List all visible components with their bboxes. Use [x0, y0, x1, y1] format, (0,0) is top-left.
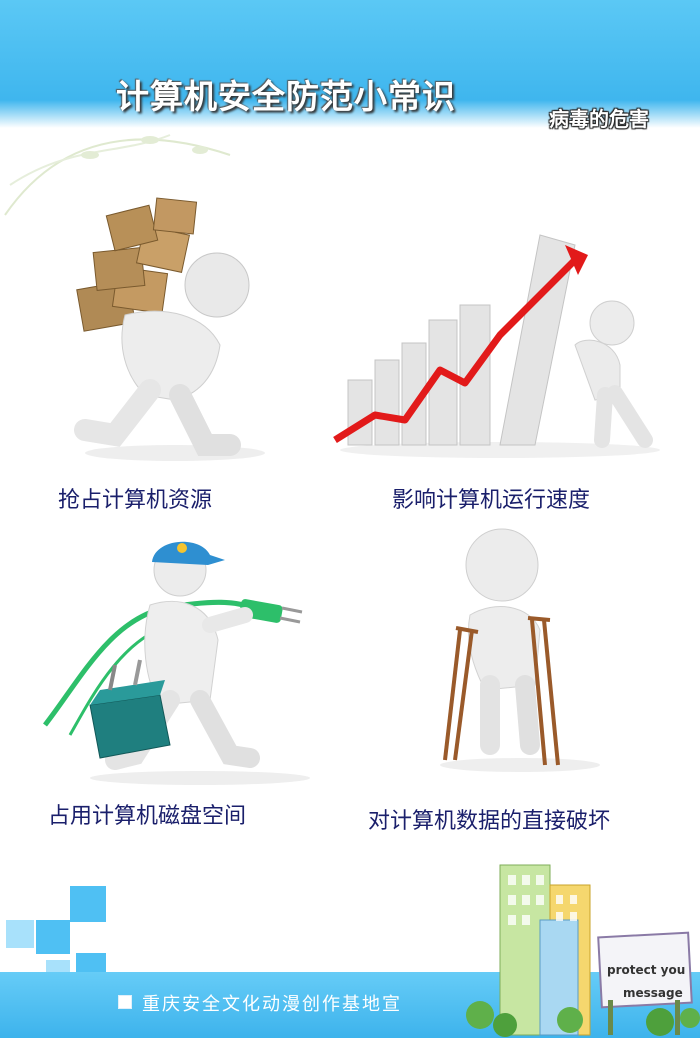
illustration-crutches [440, 528, 600, 772]
sign-text-line-2: message [623, 986, 683, 1000]
header-band [0, 0, 700, 100]
illustration-rising-bars [333, 234, 660, 458]
footer-bullet [118, 995, 132, 1009]
page-title: 计算机安全防范小常识 [116, 77, 456, 116]
decorative-swirl [4, 134, 231, 216]
sign-text-line-1: protect you [607, 963, 686, 977]
panel-caption-data: 对计算机数据的直接破坏 [368, 809, 611, 834]
decor-square [70, 886, 106, 922]
section-tag: 病毒的危害 [549, 107, 649, 131]
panel-caption-disk: 占用计算机磁盘空间 [48, 804, 247, 829]
illustration-city-sign [466, 864, 700, 1037]
panel-caption-speed: 影响计算机运行速度 [392, 488, 591, 513]
illustration-worker-plug [43, 541, 310, 785]
header-fade [0, 100, 700, 128]
illustration-carrying-boxes [74, 197, 265, 461]
decor-square [6, 920, 34, 948]
decor-square [36, 920, 70, 954]
footer-credit: 重庆安全文化动漫创作基地宣 [142, 994, 402, 1015]
panel-caption-resources: 抢占计算机资源 [58, 488, 213, 513]
